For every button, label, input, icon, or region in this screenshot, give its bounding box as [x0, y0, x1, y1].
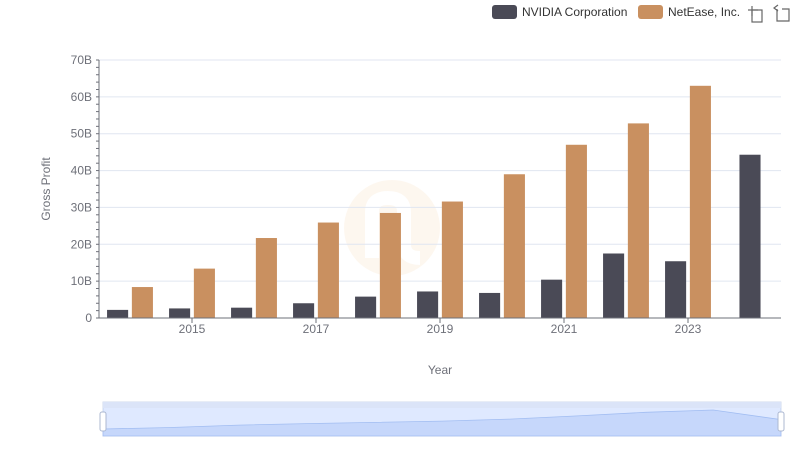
- bar-netease-2021[interactable]: [565, 144, 587, 318]
- bar-netease-2019[interactable]: [441, 201, 463, 318]
- x-axis: 2015 2017 2019 2021 2023: [99, 317, 781, 336]
- bar-nvidia-2024[interactable]: [739, 154, 761, 318]
- x-tick-label: 2017: [303, 322, 330, 336]
- grid-lines: [99, 59, 781, 282]
- bar-nvidia-2016[interactable]: [231, 307, 253, 318]
- legend-label-netease: NetEase, Inc.: [668, 5, 740, 19]
- legend-swatch-netease: [638, 5, 663, 19]
- y-tick-label: 0: [85, 311, 92, 325]
- data-zoom-handle-right[interactable]: [777, 411, 785, 432]
- bar-netease-2018[interactable]: [379, 212, 401, 318]
- y-tick-label: 60B: [71, 90, 92, 104]
- bar-netease-2020[interactable]: [503, 174, 525, 318]
- bar-netease-2017[interactable]: [317, 222, 339, 318]
- y-tick-label: 40B: [71, 164, 92, 178]
- data-zoom-preview: [102, 409, 782, 437]
- legend-swatch-nvidia: [492, 5, 517, 19]
- data-zoom-top-bar[interactable]: [103, 402, 781, 408]
- x-tick-label: 2021: [551, 322, 578, 336]
- bar-nvidia-2022[interactable]: [603, 253, 625, 319]
- bar-nvidia-2017[interactable]: [293, 303, 315, 318]
- bar-nvidia-2023[interactable]: [665, 261, 687, 318]
- bar-netease-2023[interactable]: [689, 85, 711, 318]
- data-zoom-handle-left[interactable]: [99, 411, 107, 432]
- bar-nvidia-2015[interactable]: [169, 308, 191, 318]
- x-axis-title: Year: [428, 363, 452, 377]
- y-axis-title: Gross Profit: [39, 157, 53, 221]
- y-axis: 0 10B 20B 30B 40B 50B 60B 70B: [71, 53, 100, 325]
- bar-netease-2015[interactable]: [193, 268, 215, 318]
- bars: [107, 85, 761, 319]
- bar-netease-2014[interactable]: [131, 287, 153, 318]
- bar-nvidia-2020[interactable]: [479, 292, 501, 318]
- legend-item-netease[interactable]: NetEase, Inc.: [638, 5, 740, 19]
- zoom-reset-icon[interactable]: [771, 4, 791, 24]
- bar-nvidia-2021[interactable]: [541, 279, 563, 318]
- y-tick-label: 50B: [71, 127, 92, 141]
- bar-nvidia-2014[interactable]: [107, 309, 129, 318]
- y-tick-label: 70B: [71, 53, 92, 67]
- y-tick-label: 10B: [71, 274, 92, 288]
- legend-label-nvidia: NVIDIA Corporation: [522, 5, 627, 19]
- bar-nvidia-2019[interactable]: [417, 291, 439, 318]
- data-zoom-slider[interactable]: [99, 401, 785, 437]
- x-tick-label: 2023: [675, 322, 702, 336]
- legend-item-nvidia[interactable]: NVIDIA Corporation: [492, 5, 627, 19]
- x-tick-label: 2019: [427, 322, 454, 336]
- y-tick-label: 20B: [71, 237, 92, 251]
- legend: NVIDIA Corporation NetEase, Inc.: [492, 5, 740, 19]
- bar-netease-2022[interactable]: [627, 123, 649, 318]
- bar-nvidia-2018[interactable]: [355, 296, 377, 318]
- bar-netease-2016[interactable]: [255, 238, 277, 318]
- x-tick-label: 2015: [179, 322, 206, 336]
- zoom-icon[interactable]: [747, 4, 767, 24]
- y-tick-label: 30B: [71, 200, 92, 214]
